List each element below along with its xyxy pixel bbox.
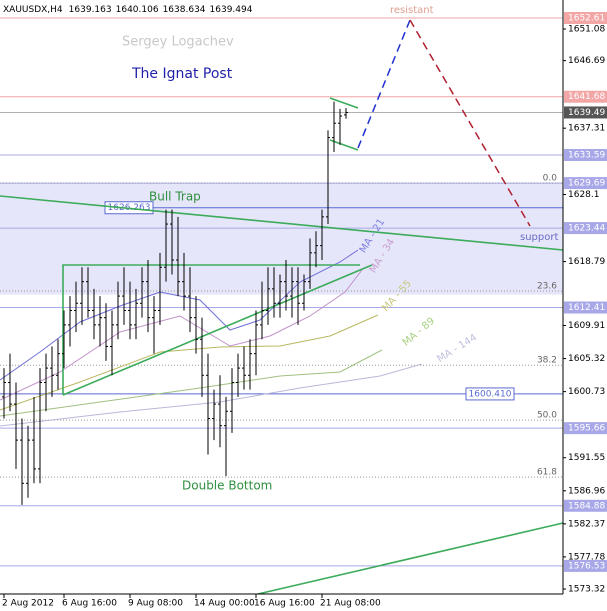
- level-tag-label: 1623.44: [568, 224, 605, 234]
- price-box: [465, 387, 515, 401]
- axis-layer: 1651.08 1646.69 1637.31 1628.1 1618.79 1609.9…: [2, 12, 607, 609]
- x-tick-label: 6 Aug 16:00: [62, 599, 117, 609]
- level-tag-label: 1641.68: [568, 92, 605, 102]
- y-tick-label: 1582.37: [568, 519, 605, 529]
- level-tag: [564, 12, 607, 25]
- author: Sergey Logachev: [122, 35, 234, 50]
- trend-lines: [0, 97, 564, 595]
- fib-label: 38.2: [537, 356, 557, 366]
- y-tick-label: 1605.32: [568, 354, 605, 364]
- level-tag: [564, 301, 607, 314]
- level-tag-label: 1576.53: [568, 561, 605, 571]
- level-tag: [564, 90, 607, 103]
- x-tick-label: 2 Aug 2012: [2, 599, 54, 609]
- symbol: XAUUSDX,H4: [3, 5, 63, 15]
- ma-55: [0, 314, 379, 411]
- flag-line: [329, 97, 359, 109]
- support-label: support: [520, 232, 558, 243]
- resistant-label: resistant: [390, 5, 434, 16]
- double-bottom-label: Double Bottom: [182, 479, 272, 493]
- level-tag: [564, 148, 607, 161]
- ma-144: [0, 363, 423, 427]
- y-tick-label: 1646.69: [568, 56, 605, 66]
- fib-label: 0.0: [543, 174, 558, 184]
- ma-89: [0, 349, 383, 417]
- level-tag-label: 1612.41: [568, 303, 605, 313]
- y-tick-label: 1600.73: [568, 387, 605, 397]
- y-tick-label: 1637.31: [568, 124, 605, 134]
- price-label: 1600.410: [469, 389, 512, 399]
- ma-34: [0, 269, 363, 401]
- level-tag-label: 1595.66: [568, 424, 605, 434]
- y-tick-label: 1591.55: [568, 453, 605, 463]
- x-tick-label: 16 Aug 16:00: [254, 599, 315, 609]
- zone: [0, 183, 563, 295]
- level-tag-label: 1584.88: [568, 501, 605, 511]
- ma-21: [0, 249, 359, 381]
- trend-line: [257, 522, 564, 595]
- level-tag-label: 1633.59: [568, 150, 605, 160]
- projection-down: [409, 19, 531, 227]
- header-close: 1639.494: [210, 5, 253, 15]
- current-price-label: 1639.49: [568, 108, 605, 118]
- current-price-tag: [564, 106, 607, 119]
- y-tick-label: 1628.1: [568, 190, 600, 200]
- level-tag-label: 1652.61: [568, 14, 605, 24]
- x-tick-label: 21 Aug 08:00: [320, 599, 381, 609]
- x-tick-label: 9 Aug 08:00: [128, 599, 183, 609]
- x-tick-label: 14 Aug 00:00: [194, 599, 255, 609]
- moving-averages: [0, 249, 423, 427]
- level-tag: [564, 499, 607, 512]
- level-tag: [564, 422, 607, 435]
- y-tick-label: 1586.96: [568, 486, 605, 496]
- fib-label: 50.0: [537, 411, 557, 421]
- level-tag: [564, 559, 607, 572]
- trend-line: [0, 195, 564, 251]
- y-tick-label: 1573.32: [568, 585, 605, 595]
- header-low: 1638.634: [163, 5, 206, 15]
- flag-line: [329, 139, 359, 151]
- y-tick-label: 1577.78: [568, 552, 605, 562]
- level-tag: [564, 177, 607, 190]
- header-high: 1640.106: [116, 5, 159, 15]
- y-tick-label: 1618.79: [568, 257, 605, 267]
- y-tick-label: 1609.91: [568, 321, 605, 331]
- trend-line: [62, 264, 373, 396]
- bull-trap-label: Bull Trap: [149, 190, 201, 204]
- bull-trap-box: [62, 264, 360, 395]
- level-tag-label: 1629.69: [568, 179, 605, 189]
- projection-up: [357, 19, 411, 149]
- y-tick-label: 1651.08: [568, 25, 605, 35]
- header: XAUUSDX,H4 1639.163 1640.106 1638.634 1639.4…: [3, 5, 253, 15]
- bars: [2, 101, 348, 505]
- title: The Ignat Post: [131, 66, 233, 82]
- level-tag: [564, 222, 607, 235]
- header-open: 1639.163: [69, 5, 112, 15]
- fib-label: 61.8: [537, 468, 557, 478]
- fib-label: 23.6: [537, 282, 557, 292]
